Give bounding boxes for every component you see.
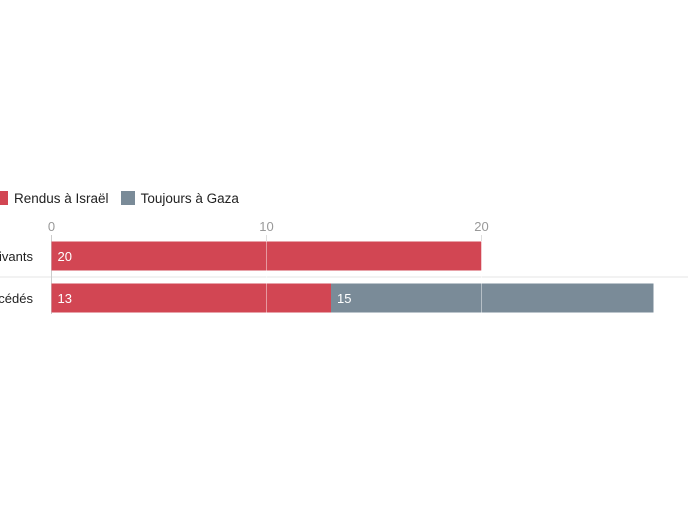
x-tick-label-10: 10 bbox=[259, 219, 273, 234]
bar-value-label-1-series-0: 13 bbox=[58, 291, 72, 306]
bar-value-label-1-series-1: 15 bbox=[337, 291, 351, 306]
bar-1-series-1 bbox=[331, 283, 654, 313]
chart-legend: Rendus à Israël Toujours à Gaza bbox=[0, 189, 251, 207]
legend-label-rendus: Rendus à Israël bbox=[14, 190, 109, 206]
legend-item-rendus: Rendus à Israël bbox=[0, 191, 109, 206]
legend-swatch-toujours bbox=[120, 191, 135, 205]
bar-value-label-0-series-0: 20 bbox=[58, 249, 72, 264]
legend-label-toujours: Toujours à Gaza bbox=[140, 190, 239, 206]
legend-item-toujours: Toujours à Gaza bbox=[120, 190, 239, 206]
x-tick-label-20: 20 bbox=[474, 219, 488, 234]
bar-1-series-0 bbox=[51, 283, 331, 313]
category-label-1: Décédés bbox=[0, 291, 33, 306]
x-tick-label-0: 0 bbox=[48, 219, 55, 234]
legend-swatch-rendus bbox=[0, 191, 8, 205]
bar-0-series-0 bbox=[51, 241, 482, 271]
category-label-0: Vivants bbox=[0, 249, 33, 264]
